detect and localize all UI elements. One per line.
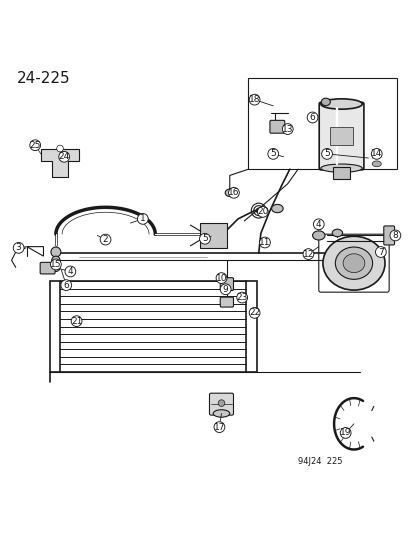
Text: 6: 6: [309, 113, 315, 122]
Circle shape: [52, 263, 60, 271]
Circle shape: [52, 256, 60, 264]
Text: 18: 18: [248, 95, 260, 104]
Ellipse shape: [331, 229, 342, 237]
Ellipse shape: [225, 189, 234, 197]
Circle shape: [257, 206, 268, 217]
Text: 5: 5: [270, 149, 275, 158]
Text: 10: 10: [215, 273, 227, 282]
FancyBboxPatch shape: [332, 167, 349, 179]
Ellipse shape: [371, 152, 380, 158]
Text: 1: 1: [140, 214, 145, 223]
Circle shape: [249, 94, 259, 105]
Circle shape: [59, 151, 69, 162]
Text: 4: 4: [315, 220, 321, 229]
Circle shape: [313, 219, 323, 230]
Circle shape: [282, 124, 292, 134]
FancyBboxPatch shape: [199, 223, 226, 248]
FancyBboxPatch shape: [209, 393, 233, 415]
Circle shape: [57, 145, 63, 152]
Circle shape: [375, 247, 385, 257]
Text: 94J24  225: 94J24 225: [297, 457, 342, 466]
FancyBboxPatch shape: [269, 120, 284, 133]
Text: 16: 16: [228, 188, 239, 197]
Circle shape: [30, 140, 40, 151]
FancyBboxPatch shape: [220, 297, 233, 307]
Circle shape: [370, 149, 381, 159]
Ellipse shape: [342, 254, 364, 272]
Text: 9: 9: [222, 285, 228, 294]
Circle shape: [321, 149, 332, 159]
Circle shape: [389, 230, 400, 241]
Ellipse shape: [320, 99, 361, 109]
Text: 19: 19: [339, 429, 351, 438]
FancyBboxPatch shape: [318, 102, 363, 170]
Polygon shape: [41, 149, 78, 177]
Bar: [50, 281, 256, 372]
Ellipse shape: [322, 236, 384, 290]
Text: 24: 24: [58, 152, 70, 161]
Circle shape: [137, 214, 148, 224]
Ellipse shape: [312, 231, 324, 240]
Text: 5: 5: [323, 149, 329, 158]
Text: 8: 8: [392, 231, 397, 240]
Text: 6: 6: [63, 281, 69, 289]
Circle shape: [51, 247, 61, 257]
Ellipse shape: [213, 410, 229, 417]
Text: 24-225: 24-225: [17, 71, 70, 86]
Text: 4: 4: [67, 267, 73, 276]
Text: 25: 25: [29, 141, 41, 150]
Circle shape: [61, 280, 71, 290]
Ellipse shape: [320, 164, 361, 172]
Circle shape: [267, 149, 278, 159]
Circle shape: [100, 234, 111, 245]
Text: 21: 21: [71, 317, 82, 326]
Text: 12: 12: [302, 249, 313, 259]
Circle shape: [216, 273, 226, 284]
Ellipse shape: [320, 98, 330, 106]
Circle shape: [249, 308, 259, 318]
Text: 14: 14: [370, 149, 382, 158]
Bar: [248, 78, 396, 169]
Circle shape: [236, 292, 247, 303]
Ellipse shape: [371, 161, 380, 167]
Text: 7: 7: [377, 247, 383, 256]
Text: 11: 11: [259, 238, 270, 247]
FancyBboxPatch shape: [40, 262, 55, 274]
Text: 20: 20: [256, 207, 268, 216]
Circle shape: [220, 284, 230, 295]
FancyBboxPatch shape: [383, 226, 394, 245]
Circle shape: [228, 188, 239, 198]
FancyBboxPatch shape: [220, 278, 233, 290]
Circle shape: [50, 259, 61, 270]
Text: 13: 13: [281, 125, 293, 134]
Ellipse shape: [271, 204, 282, 213]
Circle shape: [65, 266, 76, 277]
Circle shape: [218, 400, 224, 407]
Circle shape: [13, 243, 24, 253]
Text: 5: 5: [202, 235, 207, 243]
Circle shape: [302, 249, 313, 260]
Circle shape: [199, 233, 210, 244]
Text: 17: 17: [213, 423, 225, 432]
Text: 3: 3: [16, 244, 21, 252]
Circle shape: [214, 422, 224, 432]
Circle shape: [259, 237, 270, 248]
Circle shape: [339, 427, 350, 438]
FancyBboxPatch shape: [330, 127, 352, 145]
Ellipse shape: [335, 247, 372, 279]
Text: 22: 22: [248, 309, 260, 317]
Circle shape: [306, 112, 317, 123]
Text: 2: 2: [102, 235, 108, 244]
Text: 15: 15: [50, 260, 62, 269]
Circle shape: [71, 316, 82, 327]
Text: 23: 23: [236, 293, 247, 302]
